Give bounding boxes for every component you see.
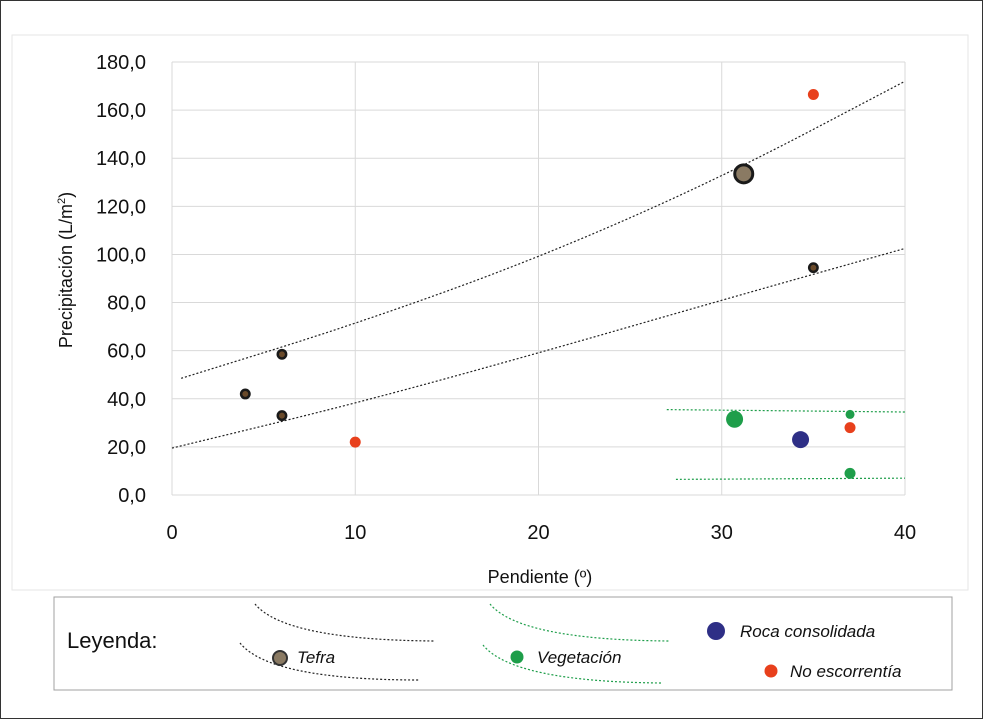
y-tick-label: 100,0 [96,244,146,266]
y-tick-label: 60,0 [107,341,146,363]
x-tick-label: 10 [344,522,366,544]
legend-vegetacion-line-upper [489,603,671,642]
y-tick-label: 160,0 [96,100,146,122]
legend-box [53,596,953,691]
y-axis-title-close: ) [56,192,76,198]
legend: Leyenda: Tefra Vegetación Roca consolida… [53,596,953,691]
x-axis-title: Pendiente (º) [488,567,593,587]
legend-vegetacion-marker [510,650,524,664]
x-tick-labels: 0 10 20 30 40 [166,522,916,544]
data-point [276,410,288,422]
trendline [675,477,906,480]
x-tick-label: 0 [166,522,177,544]
chart-area [11,34,969,591]
data-point [276,348,288,360]
y-tick-label: 180,0 [96,52,146,74]
data-point [239,388,251,400]
data-point [726,410,744,428]
legend-tefra-label: Tefra [297,648,335,667]
y-tick-labels: 0,0 20,0 40,0 60,0 80,0 100,0 120,0 140,0 160,0 1… [96,52,146,507]
data-point [792,431,810,449]
data-point [807,262,819,274]
x-tick-label: 40 [894,522,916,544]
x-tick-label: 30 [711,522,733,544]
trendline [171,247,906,449]
data-point [844,422,856,434]
trendlines [171,80,906,480]
y-tick-label: 120,0 [96,196,146,218]
legend-tefra-line-upper [254,603,436,642]
x-tick-label: 20 [527,522,549,544]
legend-no-escorrentia-label: No escorrentía [790,662,902,681]
y-axis-title-main: Precipitación (L/m [56,204,76,348]
legend-roca-marker [707,622,725,640]
data-point [733,163,755,185]
gridlines [171,61,906,496]
legend-vegetacion-label: Vegetación [537,648,621,667]
legend-tefra-marker [272,650,288,666]
y-axis-title-sup: 2 [56,198,68,204]
y-tick-label: 20,0 [107,437,146,459]
y-tick-label: 40,0 [107,389,146,411]
legend-no-escorrentia-marker [764,664,778,678]
y-axis-title: Precipitación (L/m2) [56,192,76,348]
trendline [180,80,906,379]
legend-tefra-line-lower [239,642,421,681]
data-point [845,409,855,419]
data-point [807,88,819,100]
y-tick-label: 0,0 [118,485,146,507]
y-tick-label: 140,0 [96,148,146,170]
data-point [349,436,361,448]
trendline [666,409,906,413]
legend-roca-label: Roca consolidada [740,622,875,641]
data-points [239,88,856,479]
legend-vegetacion-line-lower [482,644,664,684]
legend-title: Leyenda: [67,628,158,653]
data-point [844,467,856,479]
y-tick-label: 80,0 [107,293,146,315]
